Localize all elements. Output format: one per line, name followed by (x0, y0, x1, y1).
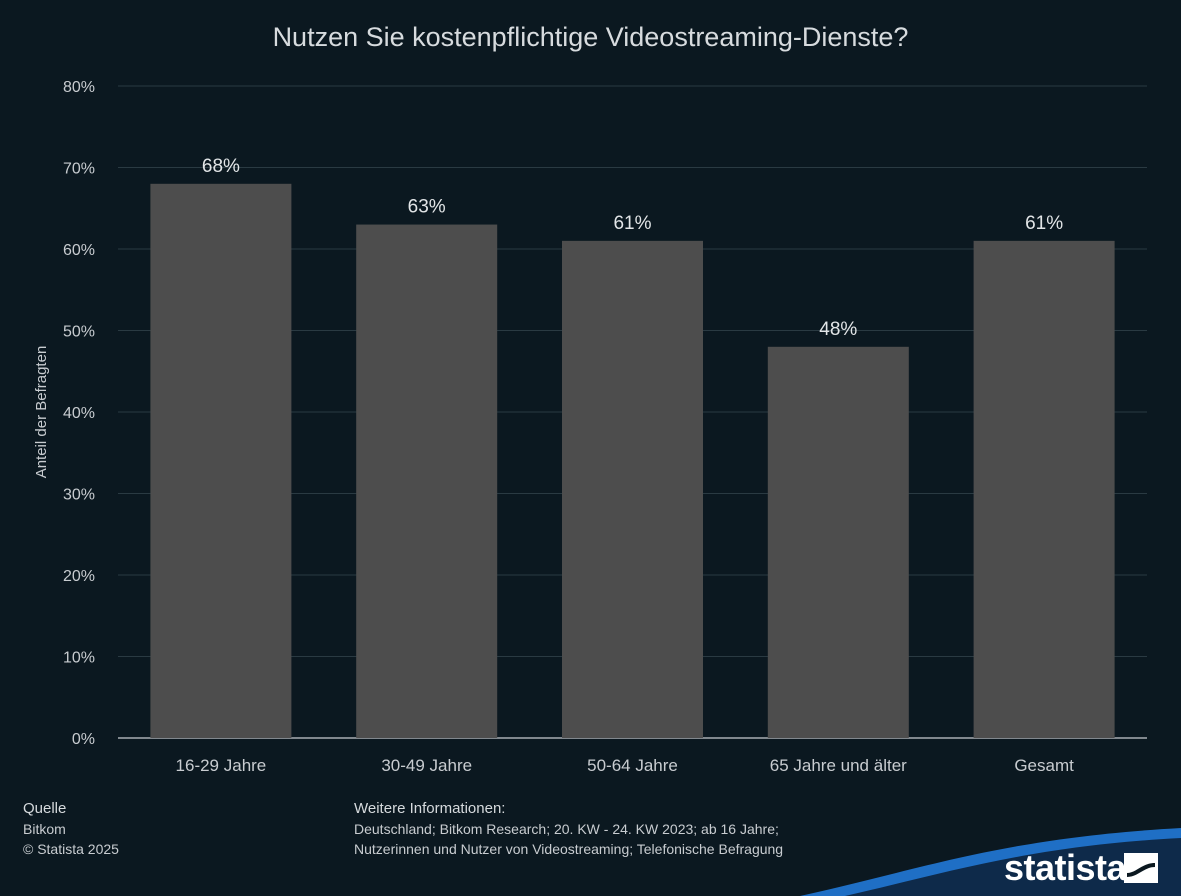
bar[interactable] (767, 346, 909, 738)
bar[interactable] (562, 240, 703, 738)
y-axis-label: Anteil der Befragten (33, 346, 50, 479)
y-tick-label: 70% (63, 161, 95, 178)
x-tick-label: Gesamt (1014, 756, 1074, 775)
source-heading: Quelle (23, 800, 67, 817)
source-name[interactable]: Bitkom (23, 821, 66, 837)
bar[interactable] (973, 240, 1115, 738)
chart-title: Nutzen Sie kostenpflichtige Videostreami… (272, 22, 909, 52)
y-tick-label: 0% (72, 731, 95, 748)
data-label: 61% (613, 213, 651, 234)
y-tick-label: 10% (63, 650, 95, 667)
statista-logo-text[interactable]: statista (1004, 847, 1127, 888)
y-tick-label: 30% (63, 487, 95, 504)
y-tick-label: 80% (63, 79, 95, 96)
y-tick-label: 60% (63, 242, 95, 259)
info-line-1: Deutschland; Bitkom Research; 20. KW - 2… (354, 821, 779, 837)
bar[interactable] (356, 224, 498, 739)
bar[interactable] (150, 183, 292, 739)
source-block: Quelle Bitkom © Statista 2025 (23, 799, 119, 859)
y-tick-label: 50% (63, 324, 95, 341)
data-label: 48% (819, 319, 857, 340)
data-label: 61% (1025, 213, 1063, 234)
info-block: Weitere Informationen: Deutschland; Bitk… (354, 799, 783, 859)
y-tick-label: 40% (63, 405, 95, 422)
x-tick-label: 16-29 Jahre (176, 756, 267, 775)
data-label: 63% (408, 197, 446, 218)
info-heading: Weitere Informationen: (354, 800, 506, 817)
x-tick-label: 50-64 Jahre (587, 756, 678, 775)
x-tick-label: 30-49 Jahre (381, 756, 472, 775)
info-line-2: Nutzerinnen und Nutzer von Videostreamin… (354, 841, 784, 857)
y-tick-label: 20% (63, 568, 95, 585)
data-label: 68% (202, 156, 240, 177)
x-tick-label: 65 Jahre und älter (770, 756, 907, 775)
statista-logo-icon[interactable] (1124, 853, 1158, 883)
copyright: © Statista 2025 (23, 841, 119, 857)
